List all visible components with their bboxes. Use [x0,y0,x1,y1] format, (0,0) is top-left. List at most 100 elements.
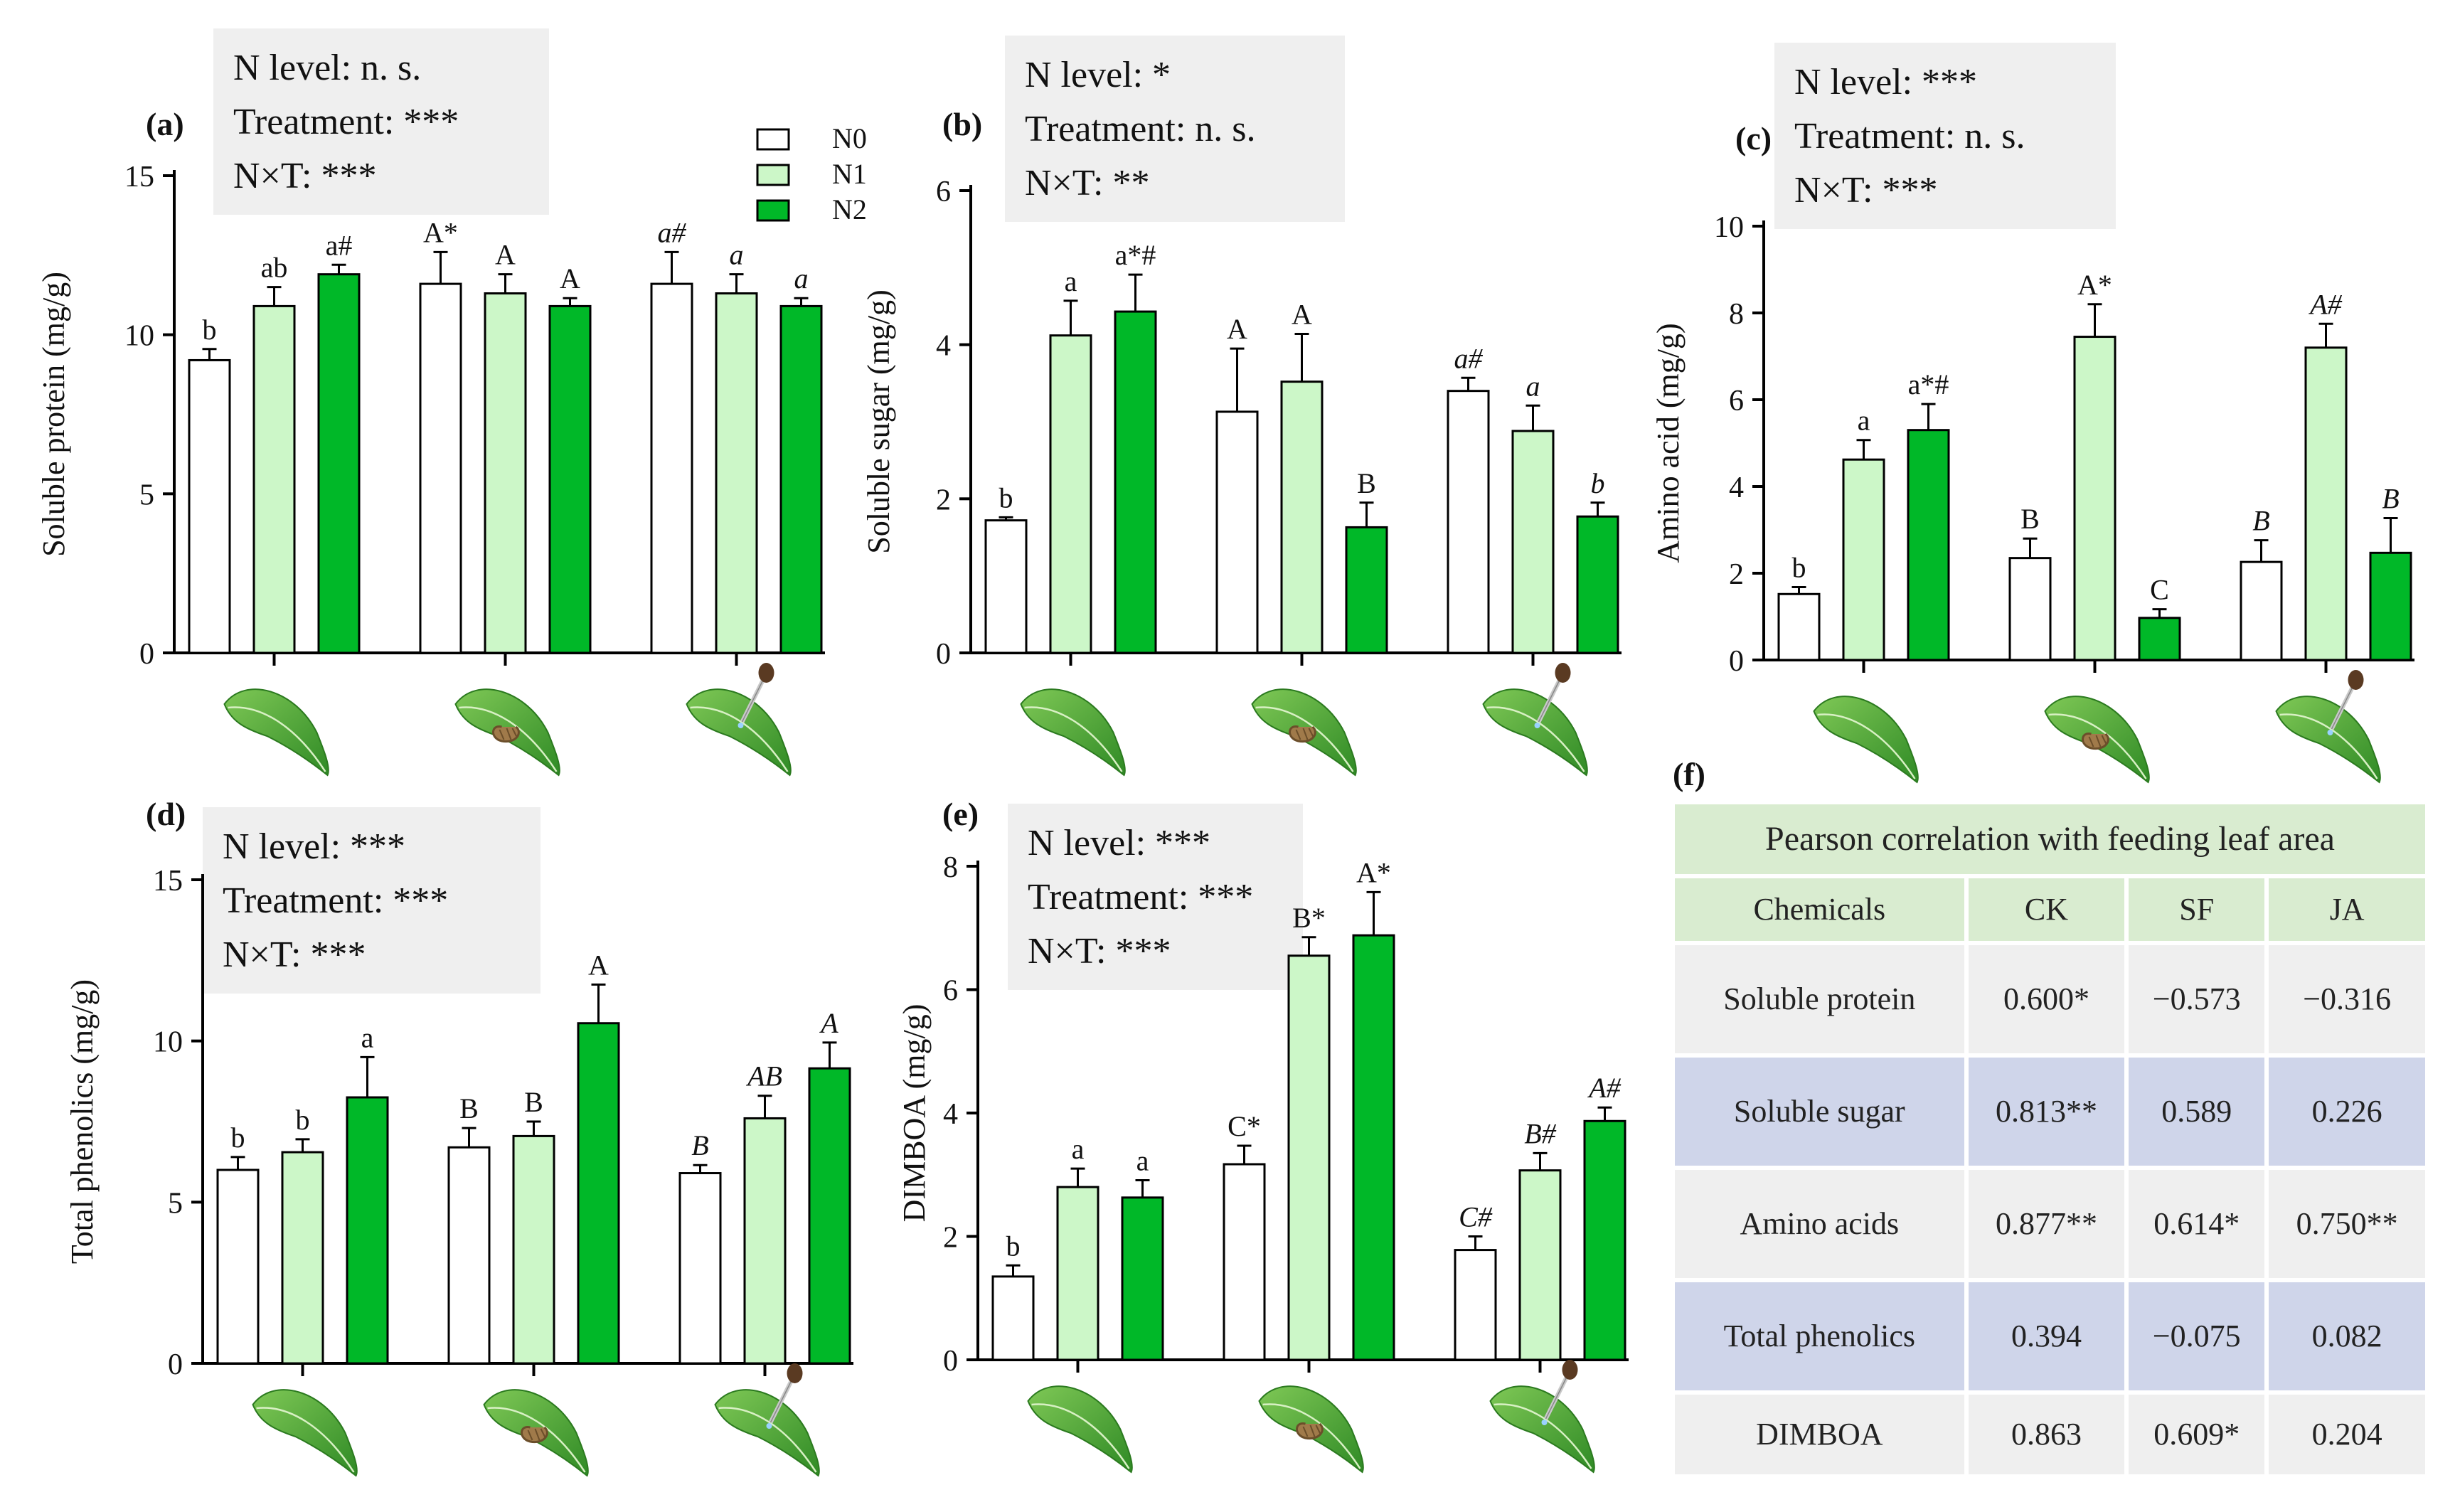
leaf-blade-shape [686,688,792,777]
larva-segment-shape [1302,1425,1321,1437]
table-cell: 0.863 [1964,1395,2125,1474]
CK-leaf-icon [1813,696,1919,784]
leaf-blade-shape [1020,688,1126,777]
y-axis-label: Soluble protein (mg/g) [36,272,71,557]
table-cell: 0.226 [2264,1058,2425,1166]
bar [281,1151,324,1365]
JA-leaf-icon [1482,663,1588,777]
panel-label-f: (f) [1673,756,1705,792]
stats-box [213,28,549,215]
significance-label: b [1792,552,1806,584]
y-tick-label: 6 [943,975,958,1008]
significance-label: A [1292,299,1312,331]
leaf-vein-shape [1486,706,1585,772]
table-header-row: Chemicals CK SF JA [1675,878,2425,941]
significance-label: A# [2308,288,2342,320]
SF-leaf-icon [483,1389,589,1477]
table-header-cell: CK [1964,878,2125,941]
dropper-outline-shape [741,678,765,723]
y-axis-label: Amino acid (mg/g) [1651,323,1686,563]
panel-label: (e) [942,796,979,832]
y-axis-label: Total phenolics (mg/g) [65,979,100,1264]
dropper-bulb-shape [758,663,774,683]
leaf-vein-shape [459,706,558,772]
legend-label: N1 [832,158,867,190]
y-axis-label: Soluble sugar (mg/g) [861,289,896,554]
bar [808,1067,851,1365]
significance-label: B [459,1092,479,1124]
y-tick-label: 0 [139,638,154,671]
leaf-vein-shape [1817,713,1916,779]
y-tick-label: 8 [1729,298,1744,331]
dropper-bulb-shape [2348,670,2364,690]
significance-label: a [1072,1133,1085,1165]
leaf-blade-shape [714,1389,820,1477]
bar [512,1134,555,1365]
significance-label: A [588,949,609,981]
significance-label: C [2150,574,2169,606]
dropper-bulb-shape [1562,1360,1578,1380]
leaf-vein-shape [718,1407,817,1473]
significance-label: a# [1454,342,1484,374]
bar [1345,526,1388,654]
bar [743,1117,787,1365]
leaf-blade-shape [1489,1385,1595,1474]
y-tick-label: 8 [943,851,958,884]
stats-line: N×T: *** [1028,931,1171,971]
chart-panel-e: N level: *** Treatment: *** N×T: *** (e) DIM… [897,796,1629,1474]
bar [1352,934,1395,1361]
CK-leaf-icon [223,688,329,777]
table-cell: Soluble protein [1675,945,1964,1053]
CK-leaf-icon [252,1389,358,1477]
significance-label: a [361,1021,374,1053]
table-cell: 0.600* [1964,945,2125,1053]
bar [1121,1196,1164,1361]
drop-shape [1541,1420,1548,1425]
bar [678,1172,722,1365]
table-row: DIMBOA 0.863 0.609* 0.204 [1675,1395,2425,1474]
bar [1056,1186,1099,1361]
significance-label: a# [658,216,687,248]
y-tick-label: 4 [936,330,951,363]
significance-label: B [2252,505,2269,537]
leaf-blade-shape [2275,696,2381,784]
bar [577,1022,620,1365]
bar [1842,458,1885,661]
leaf-blade-shape [1813,696,1919,784]
y-tick-label: 10 [1714,211,1744,244]
panel-label: (b) [942,106,982,142]
significance-label: A# [1587,1072,1621,1104]
panel-label: (a) [146,106,184,142]
table-header-cell: SF [2124,878,2265,941]
significance-label: A* [423,216,458,248]
drop-shape [2327,730,2333,735]
bar [1907,429,1950,661]
significance-label: a [730,239,744,271]
bar [447,1146,491,1365]
significance-label: a*# [1115,239,1156,271]
significance-label: b [1006,1230,1021,1262]
leaf-vein-shape [228,706,326,772]
table-cell: 0.589 [2124,1058,2265,1166]
significance-label: a# [326,229,353,261]
bar [2369,551,2412,661]
y-tick-label: 4 [1729,472,1744,504]
leaf-vein-shape [256,1407,355,1473]
table-cell: −0.316 [2264,945,2425,1053]
significance-label: b [1591,467,1605,499]
leaf-vein-shape [690,706,789,772]
significance-label: a [1136,1145,1149,1177]
bar [1511,430,1555,654]
stats-line: N level: n. s. [233,48,421,88]
table-row: Total phenolics 0.394 −0.075 0.082 [1675,1282,2425,1390]
significance-label: a [1858,405,1870,437]
stats-line: N×T: *** [1794,170,1938,211]
leaf-vein-shape [1255,706,1354,772]
significance-label: A [1227,313,1247,345]
y-tick-label: 2 [936,484,951,516]
stats-line: N level: *** [1028,823,1210,863]
leaf-vein-shape [1262,1403,1361,1469]
bar [2008,557,2052,661]
bar [1280,380,1324,654]
y-tick-label: 15 [124,161,154,193]
